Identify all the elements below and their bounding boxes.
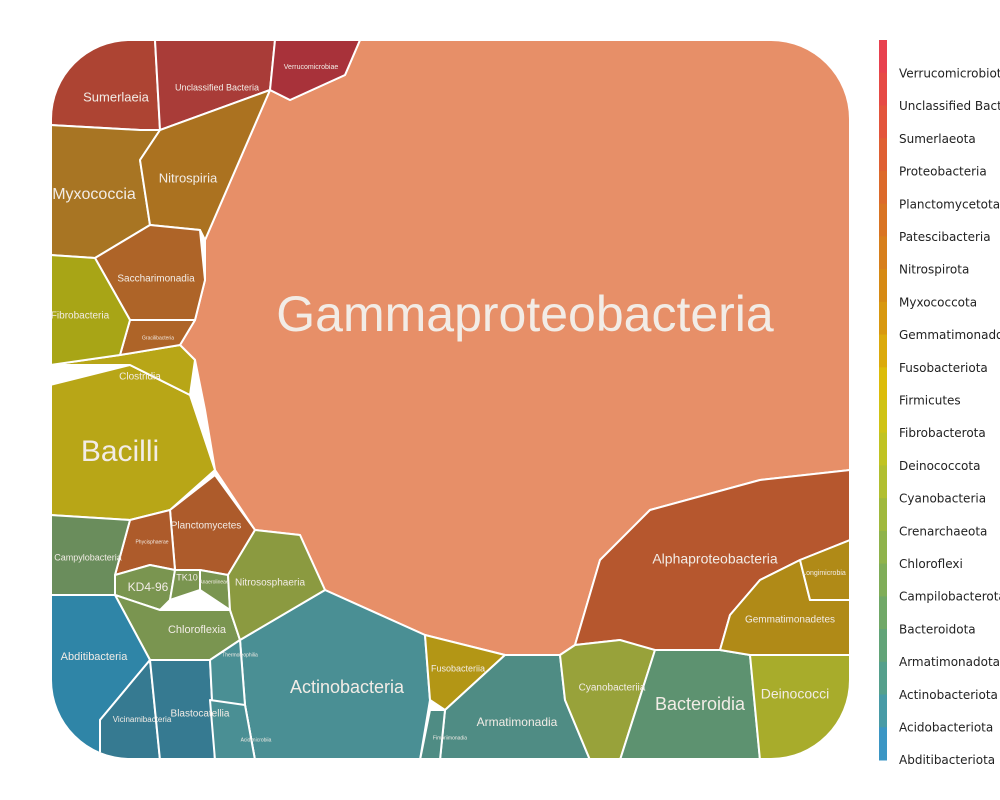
legend-label-acidobacteriota: Acidobacteriota [899,721,993,735]
label-actinobacteria: Actinobacteria [290,677,405,697]
cell-deinococci [749,654,849,758]
legend: Verrucomicrobiota Unclassified Bacteria Su… [879,40,1000,767]
label-fusobacteriia: Fusobacteriia [431,663,485,673]
label-campylobacteria: Campylobacteria [54,552,122,562]
label-nitrospiria: Nitrospiria [159,170,218,185]
label-armatimonadia: Armatimonadia [477,715,558,729]
legend-swatch-fibrobacterota [879,400,887,434]
label-unclassified-bacteria: Unclassified Bacteria [175,82,259,92]
legend-label-crenarchaeota: Crenarchaeota [899,524,987,538]
label-planctomycetes: Planctomycetes [171,521,242,532]
legend-swatch-sumerlaeota [879,105,887,139]
cell-fibrobacteria [52,254,131,366]
label-gracilibacteria: Gracilibacteria [142,335,174,341]
treemap-labels: Gammaproteobacteria Alphaproteobacteria Ba… [51,64,846,743]
cell-anaerolineae [199,569,231,611]
legend-swatch-bacteroidota [879,596,887,630]
legend-label-cyanobacteria: Cyanobacteria [899,492,986,506]
cell-sumerlaeia [52,41,161,131]
legend-label-nitrospirota: Nitrospirota [899,263,969,277]
legend-swatch-myxococcota [879,269,887,303]
legend-swatch-chloroflexi [879,530,887,565]
label-acidimicrobiia: Acidimicrobiia [241,737,272,743]
label-sumerlaeia: Sumerlaeia [83,89,150,104]
legend-swatch-unclassified-bacteria [879,72,887,106]
legend-label-unclassified-bacteria: Unclassified Bacteria [899,99,1000,113]
legend-label-firmicutes: Firmicutes [899,394,961,408]
legend-label-fusobacteriota: Fusobacteriota [899,361,988,375]
legend-label-armatimonadota: Armatimonadota [899,655,1000,669]
legend-swatch-abditibacteriota [879,727,887,761]
label-nitrososphaeria: Nitrososphaeria [235,578,305,589]
cell-blastocatellia [149,659,216,758]
cell-longimicrobia [799,539,849,601]
legend-label-planctomycetota: Planctomycetota [899,197,1000,211]
treemap-cells [52,41,849,758]
label-myxococcia: Myxococcia [52,186,136,203]
legend-label-abditibacteriota: Abditibacteriota [899,753,995,767]
legend-label-gemmatimonadota: Gemmatimonadota [899,328,1000,342]
label-abditibacteria: Abditibacteria [61,651,129,663]
label-saccharimonadia: Saccharimonadia [117,274,195,285]
legend-label-proteobacteria: Proteobacteria [899,165,987,179]
legend-swatch-deinococcota [879,432,887,466]
legend-swatch-proteobacteria [879,138,887,172]
legend-label-myxococcota: Myxococcota [899,295,977,309]
cell-vicinamibacteria [99,659,161,758]
label-deinococci: Deinococci [761,686,829,702]
label-kd4-96: KD4-96 [128,580,169,594]
label-longimicrobia: Longimicrobia [802,570,846,577]
cell-fimbriimonadia [419,709,446,758]
label-vicinamibacteria: Vicinamibacteria [113,715,172,724]
label-bacteroidia: Bacteroidia [655,694,746,714]
legend-label-verrucomicrobiota: Verrucomicrobiota [899,67,1000,81]
legend-swatch-fusobacteriota [879,334,887,368]
label-verrucomicrobiae: Verrucomicrobiae [284,64,339,71]
legend-swatch-crenarchaeota [879,498,887,532]
legend-swatch-verrucomicrobiota [879,40,887,74]
label-blastocatellia: Blastocatellia [171,709,230,720]
label-fibrobacteria: Fibrobacteria [51,311,110,322]
label-alphaproteobacteria: Alphaproteobacteria [652,551,778,567]
legend-label-deinococcota: Deinococcota [899,459,980,473]
label-clostridia: Clostridia [119,372,161,383]
label-fimbriimonadia: Fimbriimonadia [433,735,467,741]
legend-swatch-cyanobacteria [879,465,887,499]
cell-verrucomicrobiae [269,41,361,101]
label-thermoleophilia: Thermoleophilia [222,652,258,658]
legend-swatch-patescibacteria [879,203,887,237]
label-anaerolineae: Anaerolineae [199,579,229,585]
legend-label-fibrobacterota: Fibrobacterota [899,426,986,440]
legend-label-chloroflexi: Chloroflexi [899,557,963,571]
legend-swatch-nitrospirota [879,236,887,270]
label-chloroflexia: Chloroflexia [168,624,227,636]
legend-label-bacteroidota: Bacteroidota [899,622,976,636]
label-tk10: TK10 [176,572,198,582]
label-cyanobacteriia: Cyanobacteriia [579,683,646,694]
legend-swatch-armatimonadota [879,629,887,663]
label-gammaproteobacteria: Gammaproteobacteria [276,286,774,342]
legend-swatch-firmicutes [879,367,887,401]
legend-swatch-actinobacteriota [879,661,887,696]
legend-label-sumerlaeota: Sumerlaeota [899,132,976,146]
label-phycisphaerae: Phycisphaerae [135,539,168,545]
legend-swatch-campilobacterota [879,563,887,597]
legend-label-campilobacterota: Campilobacterota [899,590,1000,604]
legend-label-patescibacteria: Patescibacteria [899,230,991,244]
cell-acidimicrobiia [209,699,256,758]
legend-swatch-gemmatimonadota [879,301,887,336]
legend-label-actinobacteriota: Actinobacteriota [899,688,998,702]
legend-swatch-planctomycetota [879,170,887,205]
legend-swatch-acidobacteriota [879,694,887,728]
label-gemmatimonadetes: Gemmatimonadetes [745,615,835,626]
label-bacilli: Bacilli [81,435,159,468]
